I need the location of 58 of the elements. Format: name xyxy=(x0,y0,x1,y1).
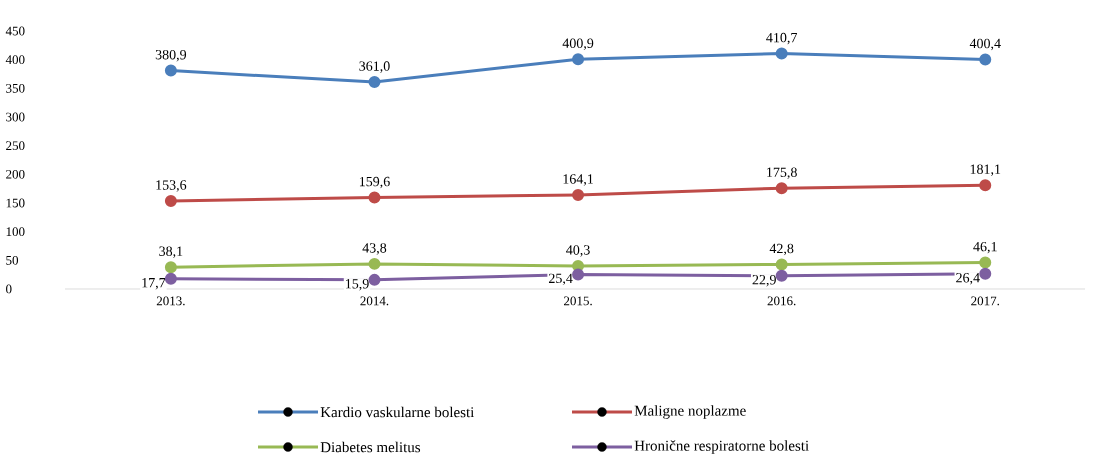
data-label: 38,1 xyxy=(159,246,183,258)
y-tick-label: 100 xyxy=(6,227,25,237)
legend-label: Kardio vaskularne bolesti xyxy=(320,406,475,418)
point xyxy=(775,182,788,195)
point xyxy=(775,258,788,271)
point xyxy=(979,179,992,192)
point xyxy=(572,268,585,281)
data-label: 181,1 xyxy=(970,164,1001,176)
legend-label: Hronične respiratorne bolesti xyxy=(634,440,809,454)
legend-label: Diabetes melitus xyxy=(320,441,421,453)
point xyxy=(164,194,177,207)
data-label: 22,9 xyxy=(752,275,776,287)
y-tick-label: 200 xyxy=(6,169,25,179)
point xyxy=(775,47,788,60)
point xyxy=(164,261,177,274)
data-label: 164,1 xyxy=(563,174,593,186)
data-label: 40,3 xyxy=(566,245,590,257)
point xyxy=(572,53,585,66)
point xyxy=(979,267,992,280)
y-tick-label: 400 xyxy=(5,55,25,65)
data-label: 15,9 xyxy=(346,279,369,291)
data-label: 153,6 xyxy=(156,180,187,192)
data-label: 17,7 xyxy=(142,278,166,290)
point xyxy=(979,256,992,269)
point xyxy=(164,272,177,285)
data-label: 159,6 xyxy=(359,176,390,189)
y-tick-label: 450 xyxy=(5,26,25,36)
data-label: 26,4 xyxy=(956,273,980,285)
x-tick-label: 2014. xyxy=(360,296,389,306)
y-tick-label: 350 xyxy=(6,83,25,93)
data-label: 42,8 xyxy=(769,243,794,256)
x-tick-label: 2013. xyxy=(156,296,185,306)
point xyxy=(368,76,381,89)
y-tick-label: 150 xyxy=(6,198,25,208)
x-tick-label: 2015. xyxy=(564,296,592,306)
x-tick-label: 2016. xyxy=(767,296,796,306)
y-tick-label: 0 xyxy=(6,284,12,294)
data-label: 46,1 xyxy=(973,241,997,254)
data-label: 361,0 xyxy=(359,61,390,73)
point xyxy=(775,269,788,282)
data-label: 410,7 xyxy=(766,32,798,45)
y-tick-label: 250 xyxy=(6,141,25,151)
data-label: 175,8 xyxy=(767,167,797,179)
x-tick-label: 2017. xyxy=(971,296,1000,306)
data-label: 43,8 xyxy=(362,243,387,255)
y-tick-label: 300 xyxy=(6,112,25,122)
point xyxy=(572,188,585,201)
y-tick-label: 50 xyxy=(6,255,19,265)
data-label: 400,9 xyxy=(562,38,594,50)
point xyxy=(368,257,381,270)
point xyxy=(979,53,992,66)
point xyxy=(164,64,177,77)
point xyxy=(368,273,381,286)
data-label: 400,4 xyxy=(969,38,1001,51)
data-label: 25,4 xyxy=(548,273,573,286)
point xyxy=(368,191,381,204)
data-label: 380,9 xyxy=(155,49,187,62)
legend-label: Maligne noplazme xyxy=(634,405,746,419)
